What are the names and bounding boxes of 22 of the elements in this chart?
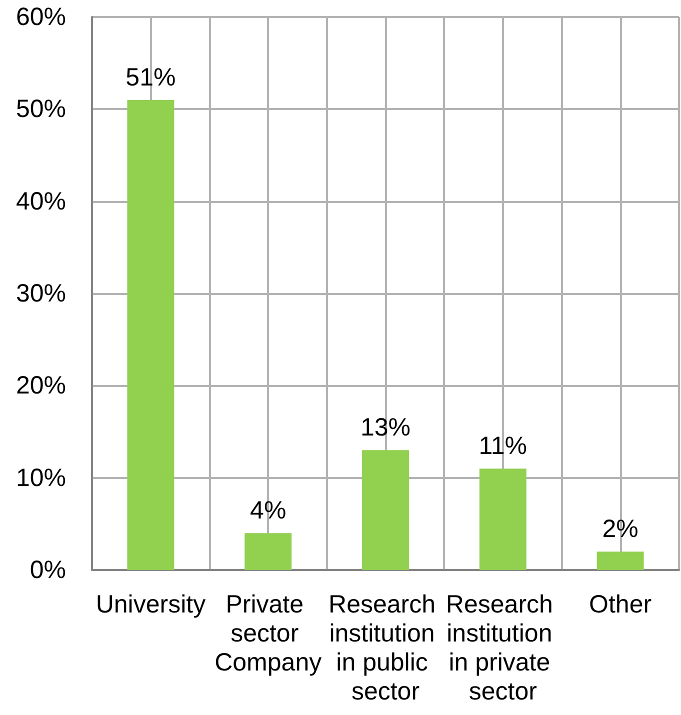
bar (596, 552, 644, 570)
y-tick-label: 0% (30, 556, 66, 584)
y-tick-label: 50% (16, 95, 66, 124)
y-tick-label: 20% (16, 372, 66, 400)
x-tick-label: Other (589, 590, 652, 618)
y-tick-label: 10% (16, 464, 66, 492)
y-tick-label: 60% (16, 3, 66, 31)
data-label: 51% (126, 63, 176, 92)
data-label: 11% (478, 432, 527, 460)
bar (127, 100, 174, 570)
x-tick-label: Research institution in private sector (446, 590, 560, 706)
y-tick-label: 30% (16, 280, 66, 308)
bar (244, 533, 292, 570)
bar (362, 450, 409, 570)
data-label: 4% (250, 496, 286, 525)
y-tick-label: 40% (16, 187, 66, 216)
x-tick-label: University (96, 590, 206, 618)
x-tick-label: Research institution in public sector (328, 590, 442, 706)
data-label: 13% (360, 414, 411, 442)
bar (479, 468, 526, 570)
data-label: 2% (602, 515, 638, 544)
x-tick-label: Private sector Company (214, 590, 322, 676)
